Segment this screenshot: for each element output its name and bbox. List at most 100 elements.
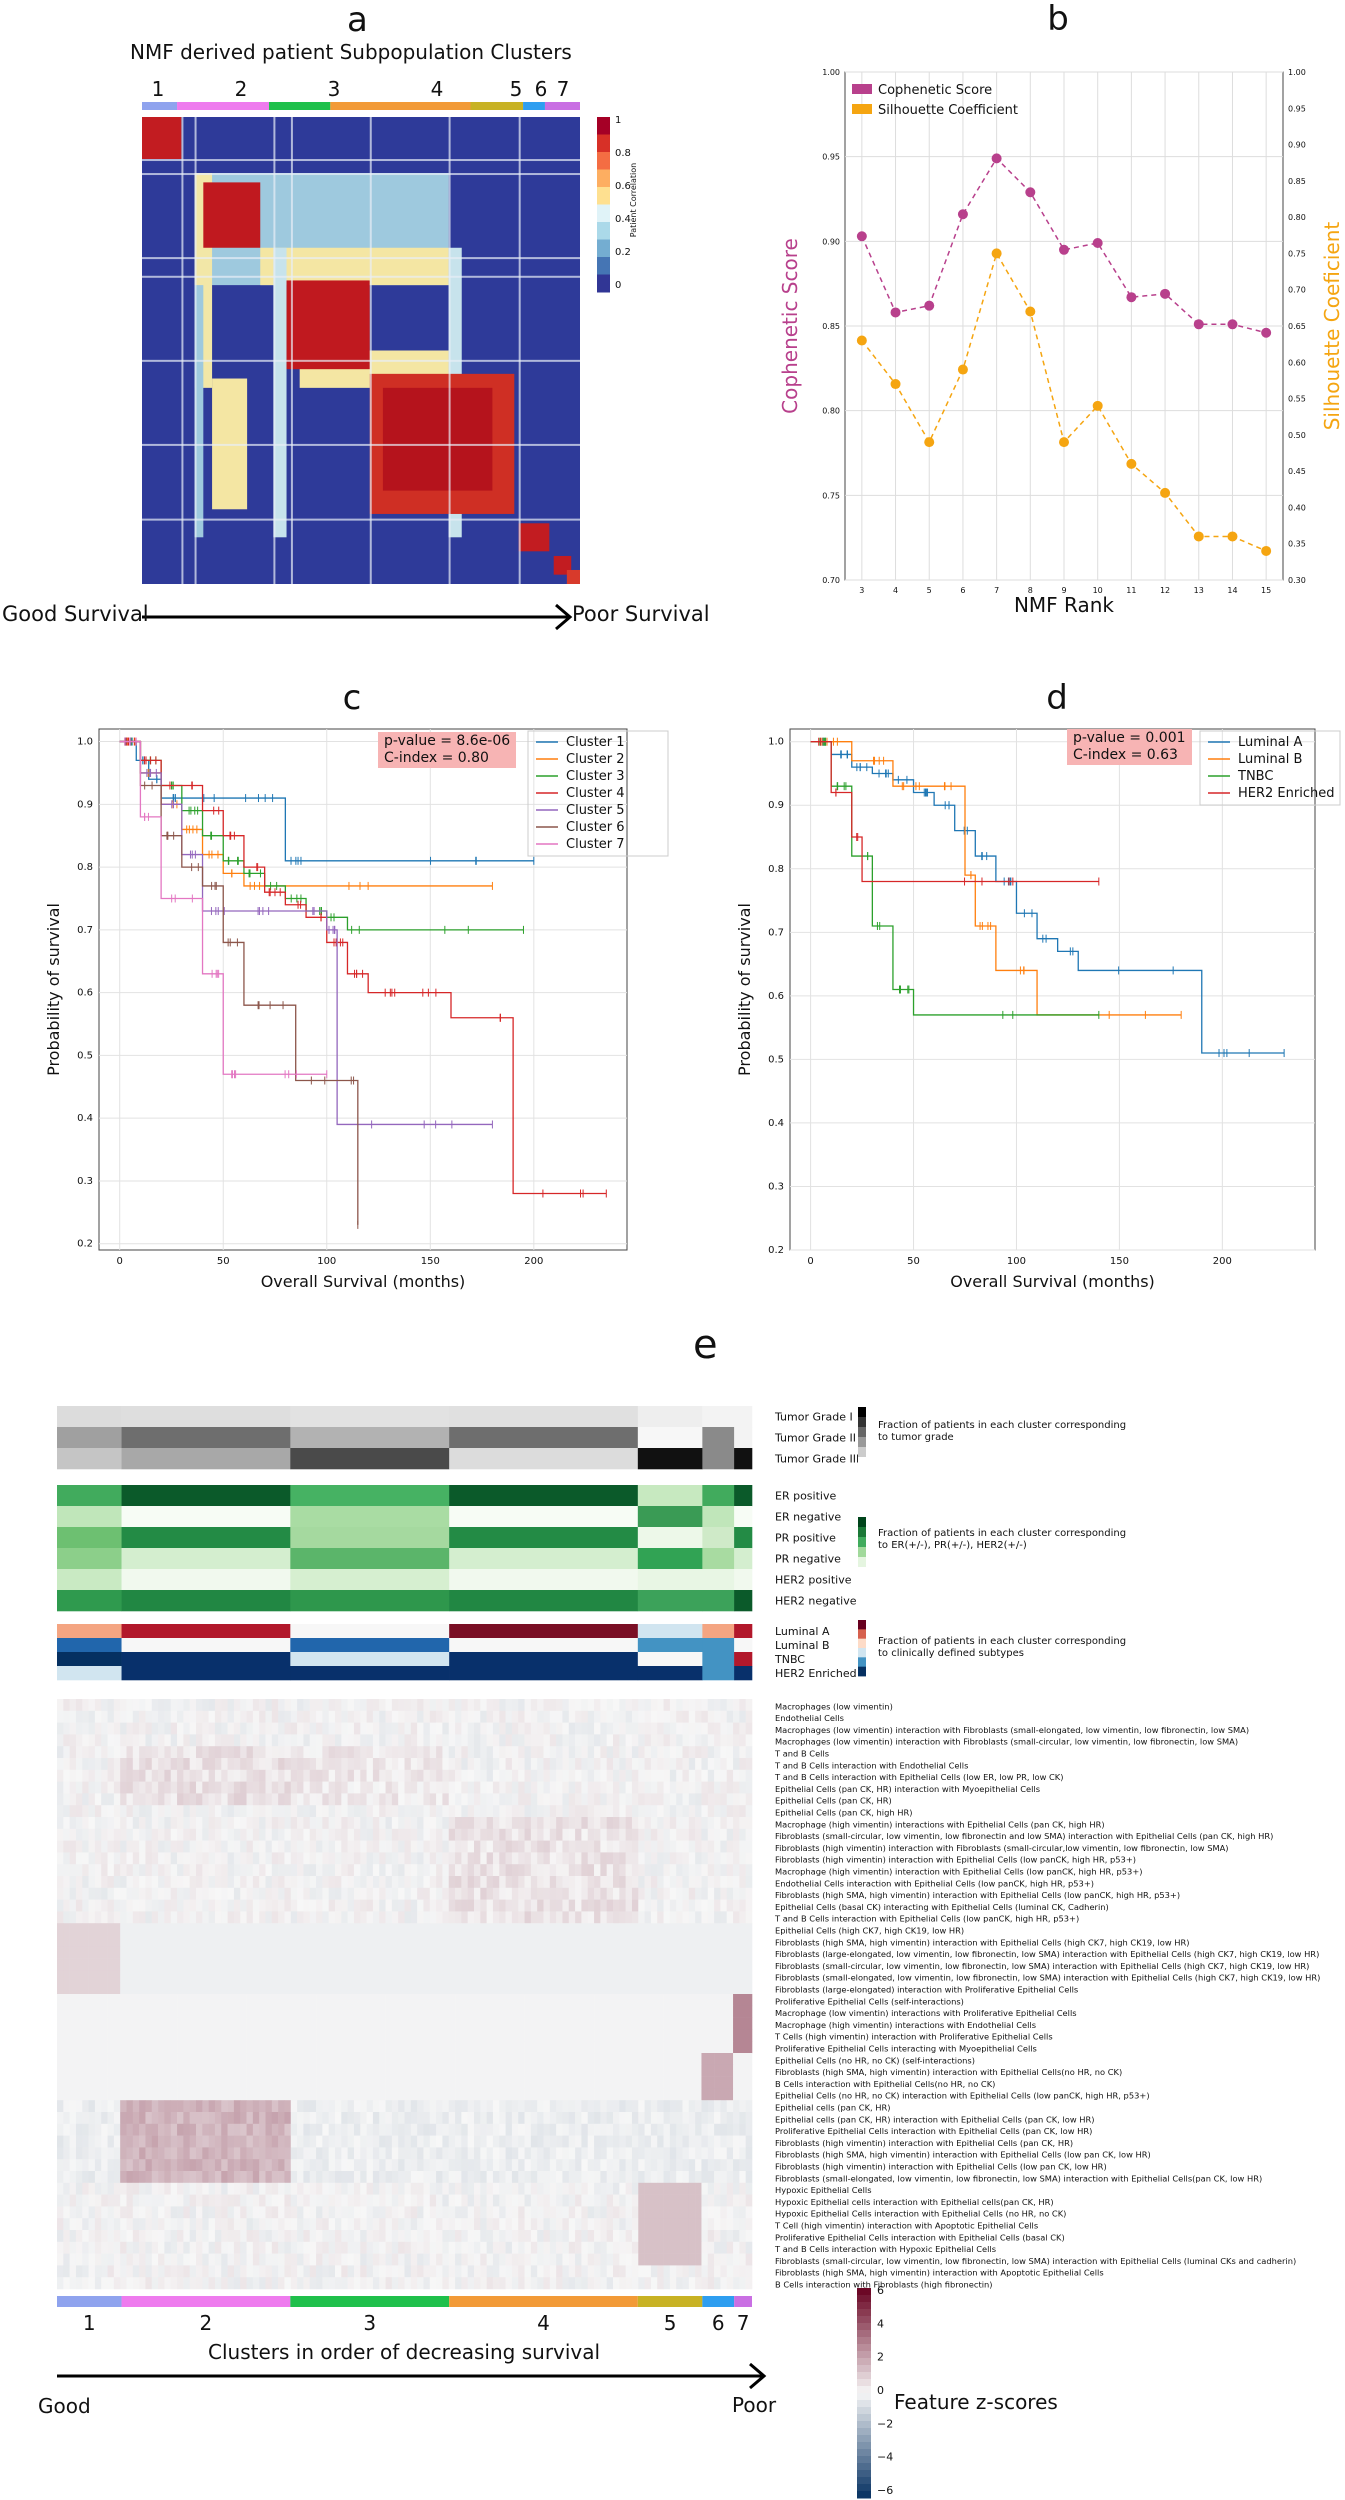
feature-cell (638, 1864, 645, 1877)
feature-cell (322, 1958, 329, 1971)
feature-cell (423, 1758, 431, 1771)
feature-cell (404, 1887, 412, 1900)
feature-cell (101, 1887, 108, 1900)
feature-cell (233, 2005, 241, 2018)
feature-cell (341, 1852, 348, 1865)
feature-cell (436, 1911, 443, 1924)
feature-cell (726, 2005, 734, 2018)
feature-cell (518, 1840, 525, 1853)
feature-cell (505, 1722, 513, 1735)
feature-cell (94, 1793, 102, 1806)
feature-cell (139, 1793, 146, 1806)
feature-label-29: T Cells (high vimentin) interaction with… (774, 2032, 1053, 2042)
feature-cell (322, 2053, 329, 2066)
feature-cell (436, 2064, 443, 2077)
feature-cell (543, 2100, 551, 2113)
feature-cell (151, 1734, 159, 1747)
feature-cell (113, 1958, 121, 1971)
feature-cell (196, 1746, 203, 1759)
feature-cell (227, 2100, 235, 2113)
feature-cell (594, 2112, 601, 2125)
feature-cell (505, 1793, 513, 1806)
feature-cell (701, 2064, 709, 2077)
feature-cell (101, 1970, 108, 1983)
feature-cell (316, 2147, 323, 2160)
feature-cell (720, 2076, 728, 2089)
feature-cell (335, 2053, 342, 2066)
feature-cell (316, 1864, 323, 1877)
feature-cell (126, 1793, 134, 1806)
feature-cell (271, 1876, 279, 1889)
feature-cell (252, 1710, 260, 1723)
feature-cell (214, 2041, 222, 2054)
feature-cell (524, 1887, 532, 1900)
feature-cell (511, 2076, 519, 2089)
feature-cell (398, 1923, 405, 1936)
feature-cell (631, 2088, 639, 2101)
feature-cell (170, 2088, 178, 2101)
feature-cell (726, 1710, 734, 1723)
feature-cell (410, 2088, 418, 2101)
feature-cell (625, 1710, 633, 1723)
feature-cell (733, 1958, 740, 1971)
feature-cell (518, 2123, 525, 2136)
feature-cell (335, 2005, 342, 2018)
feature-cell (94, 2123, 102, 2136)
feature-cell (221, 1899, 228, 1912)
feature-cell (316, 2135, 323, 2148)
feature-cell (151, 1781, 159, 1794)
panel-b-point (1160, 288, 1171, 299)
feature-cell (499, 1793, 506, 1806)
feature-cell (183, 1958, 190, 1971)
feature-cell (726, 1852, 734, 1865)
feature-cell (442, 1828, 450, 1841)
feature-cell (739, 1899, 746, 1912)
feature-cell (214, 1805, 222, 1818)
feature-cell (360, 1710, 367, 1723)
feature-cell (688, 1817, 696, 1830)
feature-cell (391, 1722, 399, 1735)
feature-cell (524, 2135, 532, 2148)
feature-cell (404, 1840, 412, 1853)
feature-cell (429, 2064, 437, 2077)
feature-cell (562, 1852, 570, 1865)
feature-cell (391, 1746, 399, 1759)
feature-cell (720, 1722, 728, 1735)
feature-cell (657, 1958, 664, 1971)
feature-cell (726, 1911, 734, 1924)
feature-cell (82, 1899, 89, 1912)
feature-cell (82, 2017, 89, 2030)
receptor-cell (734, 1548, 753, 1570)
feature-cell (537, 2029, 544, 2042)
feature-cell (233, 1970, 241, 1983)
feature-cell (271, 2053, 279, 2066)
feature-cell (189, 1722, 197, 1735)
panel-b-point (1193, 319, 1204, 330)
feature-cell (594, 1946, 601, 1959)
feature-cell (492, 1911, 500, 1924)
feature-cell (474, 2029, 481, 2042)
feature-cell (366, 2135, 374, 2148)
feature-cell (442, 1946, 450, 1959)
feature-cell (391, 2029, 399, 2042)
feature-cell (221, 1876, 228, 1889)
feature-cell (625, 1722, 633, 1735)
feature-cell (322, 1923, 329, 1936)
feature-cell (549, 1864, 557, 1877)
feature-cell (297, 1864, 304, 1877)
feature-cell (120, 1828, 127, 1841)
panel-d-xtick: 100 (1007, 1256, 1026, 1267)
feature-cell (480, 1994, 487, 2007)
feature-cell (556, 1923, 563, 1936)
feature-cell (594, 2100, 601, 2113)
feature-cell (474, 2123, 481, 2136)
feature-cell (297, 1911, 304, 1924)
feature-cell (265, 1805, 273, 1818)
feature-cell (417, 2064, 424, 2077)
feature-cell (120, 1923, 127, 1936)
feature-cell (562, 2029, 570, 2042)
feature-cell (707, 2112, 715, 2125)
feature-cell (240, 1840, 247, 1853)
subtype-cell (290, 1652, 450, 1667)
feature-cell (543, 1710, 551, 1723)
